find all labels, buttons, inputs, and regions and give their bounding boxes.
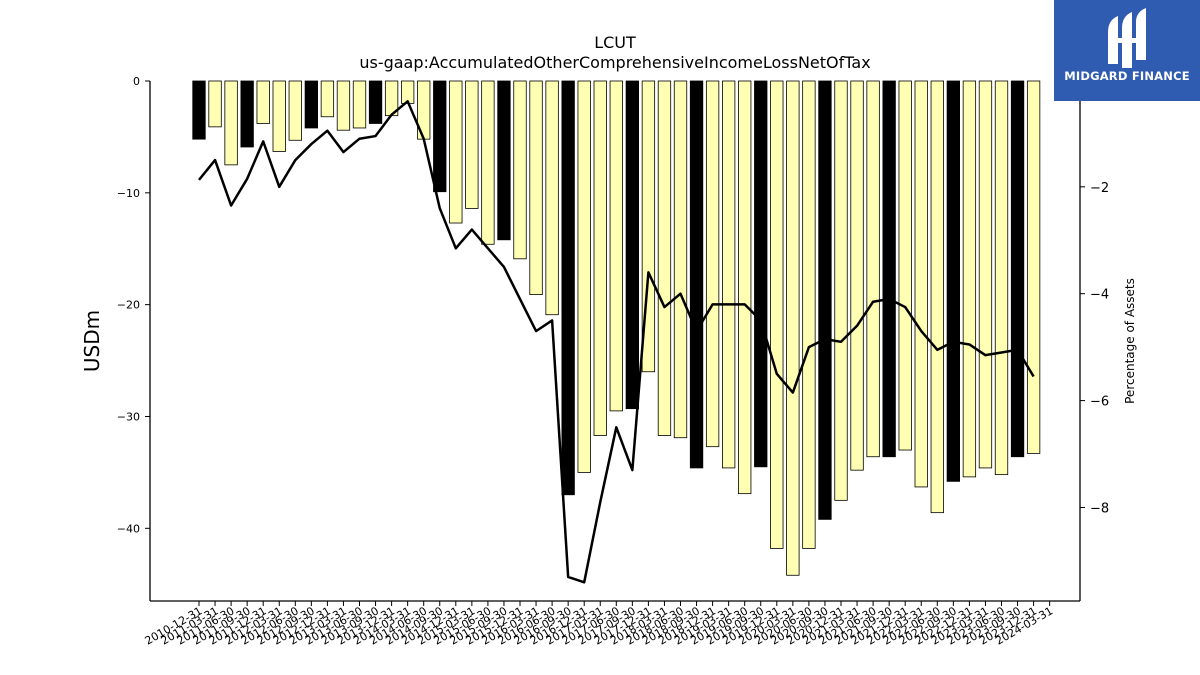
bar <box>433 80 447 193</box>
bar <box>866 80 880 458</box>
y-axis-right: −2 −4 −6 −8 <box>1080 181 1109 516</box>
y-tick-label: −10 <box>117 187 140 200</box>
chart-subtitle: us-gaap:AccumulatedOtherComprehensiveInc… <box>359 53 870 72</box>
y-axis-left: 0 −10 −20 −30 −40 <box>117 75 150 535</box>
bar <box>834 80 848 501</box>
y-tick-label: −40 <box>117 522 140 535</box>
bar <box>722 80 736 469</box>
y2-tick-label: −8 <box>1090 501 1109 516</box>
y2-tick-label: −4 <box>1090 288 1109 303</box>
y-tick-label: −30 <box>117 410 140 423</box>
y2-tick-label: −6 <box>1090 395 1109 410</box>
bar <box>400 80 415 104</box>
bar <box>545 80 559 316</box>
plot-frame <box>149 81 1081 602</box>
bar <box>962 80 977 478</box>
y-axis-label: USDm <box>80 310 104 372</box>
brand-logo-text: MIDGARD FINANCE <box>1064 69 1190 83</box>
bar <box>898 80 912 451</box>
bar <box>449 80 463 224</box>
bar <box>240 80 254 148</box>
bar <box>192 80 206 140</box>
x-axis: 2010-12-312011-03-312011-06-302011-09-30… <box>143 601 1055 648</box>
line-series <box>198 100 1035 584</box>
bar <box>625 80 639 410</box>
bar <box>802 80 816 549</box>
chart-title: LCUT <box>594 33 636 52</box>
bar <box>705 80 720 448</box>
bar <box>754 80 768 468</box>
midgard-logo-icon <box>1108 8 1146 68</box>
bar <box>320 80 335 118</box>
y-tick-label: 0 <box>133 75 140 88</box>
bar <box>1026 80 1041 454</box>
bar <box>288 80 302 141</box>
bar <box>593 80 607 436</box>
bar <box>930 80 944 514</box>
bar <box>465 80 479 209</box>
bar <box>208 80 222 128</box>
bar <box>786 80 800 576</box>
bar <box>352 80 367 129</box>
bar <box>513 80 527 260</box>
bar <box>882 80 896 458</box>
bar <box>994 80 1009 476</box>
bar <box>272 80 286 152</box>
bar <box>1010 80 1025 458</box>
bar <box>978 80 993 469</box>
bar <box>561 80 575 496</box>
bar <box>304 80 319 129</box>
bar <box>850 80 864 471</box>
bar <box>914 80 928 488</box>
bar <box>256 80 270 124</box>
bar <box>657 80 672 436</box>
bar <box>481 80 495 245</box>
bar <box>609 80 623 412</box>
y2-axis-label: Percentage of Assets <box>1123 278 1137 404</box>
bar <box>946 80 960 482</box>
bar <box>368 80 383 124</box>
bar-series <box>192 80 1041 576</box>
series-line <box>198 100 1035 584</box>
bar <box>689 80 704 469</box>
bar <box>818 80 832 520</box>
bar <box>336 80 351 131</box>
bar <box>497 80 511 241</box>
bar <box>577 80 591 473</box>
bar <box>738 80 752 495</box>
y-tick-label: −20 <box>117 299 140 312</box>
y2-tick-label: −2 <box>1090 181 1109 196</box>
bar <box>224 80 238 166</box>
bar <box>529 80 543 295</box>
bar <box>770 80 784 549</box>
bar <box>673 80 688 439</box>
